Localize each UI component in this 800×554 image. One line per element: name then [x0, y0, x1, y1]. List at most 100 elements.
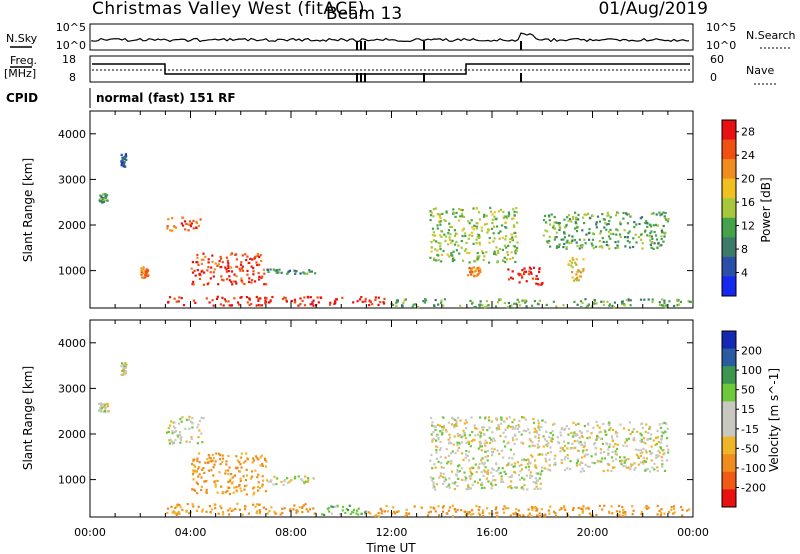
scatter-point: [426, 514, 430, 517]
scatter-point: [639, 449, 642, 452]
scatter-point: [299, 272, 302, 275]
scatter-point: [659, 514, 662, 517]
power-frame: [89, 110, 694, 309]
scatter-point: [666, 444, 669, 447]
scatter-point: [513, 225, 516, 228]
scatter-point: [619, 423, 622, 426]
scatter-point: [639, 454, 643, 458]
scatter-point: [681, 508, 684, 511]
scatter-point: [481, 426, 484, 429]
scatter-point: [305, 272, 308, 275]
scatter-point: [445, 485, 448, 488]
scatter-point: [573, 440, 576, 443]
scatter-point: [255, 455, 258, 458]
scatter-point: [480, 229, 483, 232]
scatter-point: [245, 493, 248, 496]
scatter-point: [107, 410, 110, 413]
scatter-point: [252, 493, 255, 496]
time-tick-label: 00:00: [677, 526, 709, 539]
scatter-point: [560, 238, 563, 241]
data-gap-marker: [520, 73, 522, 82]
scatter-point: [212, 271, 215, 274]
scatter-point: [432, 486, 435, 489]
scatter-point: [497, 423, 500, 427]
scatter-point: [507, 278, 511, 281]
scatter-point: [246, 269, 249, 272]
scatter-point: [270, 479, 273, 482]
scatter-point: [453, 435, 456, 438]
scatter-point: [559, 450, 562, 453]
scatter-point: [609, 232, 612, 235]
scatter-point: [482, 463, 485, 466]
scatter-point: [596, 434, 599, 437]
scatter-point: [254, 505, 257, 508]
scatter-point: [607, 448, 610, 451]
scatter-point: [226, 278, 229, 281]
scatter-point: [196, 256, 199, 259]
scatter-point: [482, 258, 485, 262]
scatter-point: [383, 510, 386, 513]
scatter-point: [481, 482, 484, 485]
scatter-point: [522, 300, 525, 303]
scatter-point: [548, 235, 551, 238]
scatter-point: [478, 241, 481, 244]
scatter-point: [545, 453, 548, 456]
scatter-point: [447, 421, 450, 424]
scatter-point: [626, 213, 629, 216]
scatter-point: [202, 467, 205, 470]
scatter-point: [395, 301, 398, 304]
scatter-point: [341, 509, 344, 512]
scatter-point: [625, 439, 628, 442]
scatter-point: [525, 280, 528, 283]
scatter-point: [196, 426, 199, 429]
scatter-point: [174, 506, 177, 509]
scatter-point: [222, 279, 225, 282]
scatter-point: [614, 247, 617, 250]
scatter-point: [490, 227, 494, 230]
scatter-point: [356, 300, 359, 303]
scatter-point: [201, 441, 204, 444]
scatter-point: [269, 300, 272, 303]
scatter-point: [482, 252, 485, 255]
scatter-point: [188, 220, 192, 223]
scatter-point: [571, 435, 574, 438]
scatter-point: [513, 210, 516, 213]
scatter-point: [587, 422, 590, 425]
scatter-point: [357, 513, 360, 516]
scatter-point: [468, 434, 471, 437]
scatter-point: [463, 432, 466, 435]
scatter-point: [100, 406, 104, 409]
scatter-point: [666, 427, 669, 430]
scatter-point: [434, 248, 437, 251]
scatter-point: [267, 270, 270, 273]
scatter-point: [640, 510, 643, 514]
scatter-point: [484, 470, 487, 473]
scatter-point: [642, 441, 645, 444]
scatter-point: [610, 505, 613, 508]
scatter-point: [122, 163, 125, 166]
scatter-point: [492, 437, 495, 440]
scatter-point: [596, 215, 600, 218]
scatter-point: [441, 212, 444, 215]
scatter-point: [505, 464, 508, 467]
scatter-point: [617, 504, 621, 508]
scatter-point: [463, 249, 467, 252]
scatter-point: [528, 512, 531, 515]
scatter-point: [624, 441, 627, 444]
scatter-point: [573, 238, 577, 242]
scatter-point: [252, 487, 255, 490]
scatter-point: [562, 246, 565, 249]
scatter-point: [472, 207, 475, 210]
scatter-point: [227, 264, 230, 267]
scatter-point: [475, 427, 478, 430]
scatter-point: [198, 473, 201, 476]
scatter-point: [499, 208, 502, 211]
scatter-point: [649, 453, 652, 456]
scatter-point: [465, 453, 468, 456]
colorbar-tick-label: 15: [741, 403, 755, 416]
scatter-point: [453, 229, 456, 232]
scatter-point: [578, 513, 581, 517]
scatter-point: [464, 456, 467, 459]
scatter-point: [171, 442, 174, 445]
